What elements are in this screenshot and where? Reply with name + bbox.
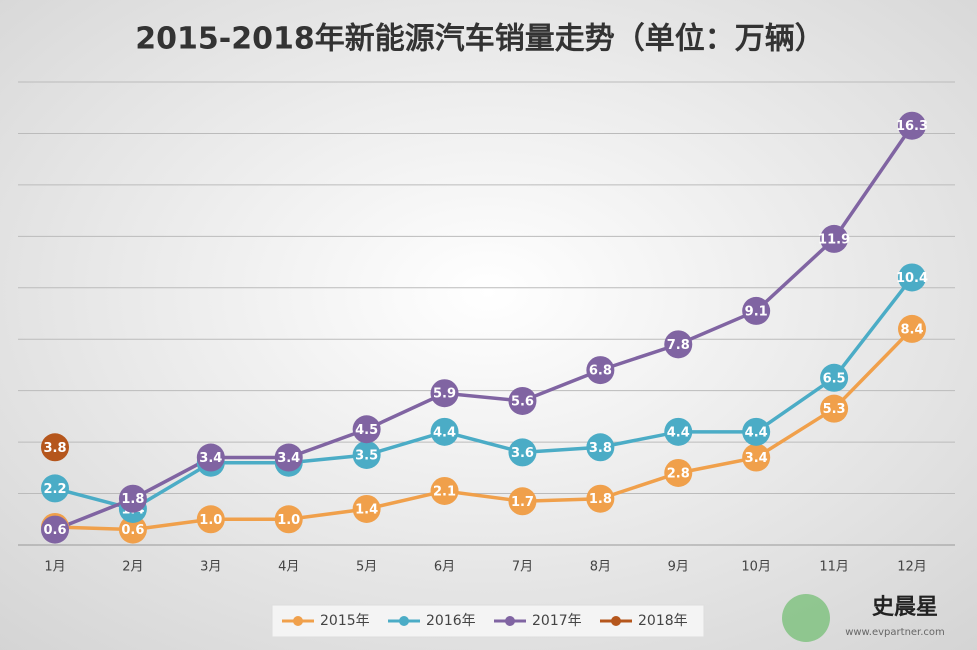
data-label: 5.9: [433, 387, 456, 402]
data-point: [41, 474, 69, 503]
data-point: [586, 356, 615, 385]
x-tick-label: 7月: [512, 560, 533, 575]
legend-label: 2015年: [320, 613, 370, 629]
data-point: [508, 386, 537, 415]
x-tick-label: 6月: [434, 560, 455, 575]
data-point: [742, 417, 771, 446]
data-point: [820, 394, 849, 423]
chart-title: 2015-2018年新能源汽车销量走势（单位：万辆）: [135, 22, 824, 57]
legend-marker: [611, 616, 621, 626]
data-label: 7.8: [667, 338, 690, 353]
data-label: 11.9: [818, 232, 850, 247]
x-tick-label: 1月: [44, 560, 65, 575]
data-point: [820, 363, 849, 392]
data-point: [820, 224, 849, 253]
data-point: [508, 487, 537, 516]
legend-label: 2018年: [638, 613, 688, 629]
x-tick-label: 9月: [668, 560, 689, 575]
data-point: [196, 443, 225, 472]
x-tick-label: 11月: [819, 560, 849, 575]
data-point: [118, 515, 147, 544]
data-label: 16.3: [896, 119, 928, 134]
x-tick-label: 12月: [897, 560, 927, 575]
x-tick-label: 2月: [122, 560, 143, 575]
data-label: 3.4: [199, 451, 222, 466]
data-label: 4.4: [433, 425, 456, 440]
data-label: 10.4: [896, 271, 928, 286]
data-point: [664, 417, 693, 446]
data-label: 5.3: [823, 402, 846, 417]
data-label: 5.6: [511, 394, 534, 409]
data-label: 0.6: [121, 523, 144, 538]
legend-marker: [293, 616, 303, 626]
data-point: [274, 443, 303, 472]
data-point: [430, 379, 459, 408]
x-tick-label: 8月: [590, 560, 611, 575]
data-label: 3.6: [511, 446, 534, 461]
data-label: 4.5: [355, 423, 378, 438]
data-point: [742, 443, 771, 472]
data-label: 2.2: [43, 482, 66, 497]
data-label: 3.8: [43, 441, 66, 456]
data-point: [586, 484, 615, 513]
data-label: 1.8: [121, 492, 144, 507]
legend-marker: [399, 616, 409, 626]
data-point: [664, 330, 693, 359]
data-point: [664, 458, 693, 487]
data-label: 3.5: [355, 448, 378, 463]
data-label: 0.6: [43, 523, 66, 538]
watermark-name: 史晨星: [872, 595, 938, 620]
x-tick-label: 5月: [356, 560, 377, 575]
data-label: 3.4: [745, 451, 768, 466]
data-label: 4.4: [667, 425, 690, 440]
data-label: 1.8: [589, 492, 612, 507]
data-point: [352, 440, 381, 469]
legend-label: 2016年: [426, 613, 476, 629]
data-point: [430, 417, 459, 446]
data-label: 8.4: [900, 322, 923, 337]
data-label: 2.8: [667, 466, 690, 481]
x-tick-label: 4月: [278, 560, 299, 575]
legend-marker: [505, 616, 515, 626]
data-point: [898, 263, 926, 292]
data-point: [586, 433, 615, 462]
data-point: [41, 515, 69, 544]
watermark-url: www.evpartner.com: [845, 627, 945, 638]
data-point: [508, 438, 537, 467]
data-point: [742, 296, 771, 325]
data-point: [898, 111, 926, 140]
data-point: [41, 433, 69, 462]
data-label: 1.0: [277, 513, 300, 528]
data-point: [274, 505, 303, 534]
data-label: 2.1: [433, 484, 456, 499]
x-tick-label: 10月: [741, 560, 771, 575]
data-label: 9.1: [745, 304, 768, 319]
data-point: [196, 505, 225, 534]
data-point: [352, 415, 381, 444]
data-label: 4.4: [745, 425, 768, 440]
data-label: 3.4: [277, 451, 300, 466]
data-point: [352, 494, 381, 523]
data-label: 6.8: [589, 364, 612, 379]
data-label: 1.7: [511, 495, 534, 510]
data-point: [430, 476, 459, 505]
series-line: [54, 276, 914, 511]
watermark-logo: [782, 594, 830, 642]
data-point: [118, 484, 147, 513]
data-point: [898, 314, 926, 343]
x-tick-label: 3月: [200, 560, 221, 575]
legend-label: 2017年: [532, 613, 582, 629]
data-label: 1.4: [355, 502, 378, 517]
data-label: 1.0: [199, 513, 222, 528]
data-label: 3.8: [589, 441, 612, 456]
data-label: 6.5: [823, 371, 846, 386]
